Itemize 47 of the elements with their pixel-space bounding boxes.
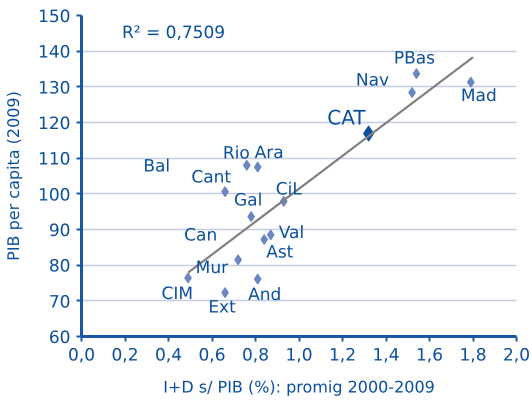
annotation: CIM (162, 284, 194, 304)
point (266, 229, 275, 240)
annotation: And (248, 285, 282, 306)
x-tick-label: 1,8 (459, 346, 487, 366)
annotation: Ast (266, 242, 294, 262)
y-tick-label: 60 (48, 328, 71, 348)
annotation: Gal (234, 190, 262, 211)
annotation: Val (278, 222, 304, 243)
annotation: Mad (460, 86, 497, 106)
annotation: Nav (356, 70, 390, 91)
y-tick-label: 110 (38, 150, 71, 170)
annotation: CAT (327, 106, 366, 130)
annotation: Mur (196, 258, 228, 278)
x-tick-label: 0,4 (154, 346, 182, 366)
x-tick-label: 1,0 (285, 346, 313, 366)
point (254, 274, 262, 285)
y-tick-label: 150 (38, 7, 71, 27)
x-tick-label: 0,0 (68, 346, 96, 366)
annotation: Ext (208, 298, 236, 318)
x-tick-label: 1,2 (328, 346, 356, 366)
y-axis-title: PIB per capita (2009) (4, 91, 24, 261)
y-tick-label: 140 (38, 42, 71, 63)
x-tick-label: 1,6 (416, 346, 444, 366)
y-tick-label: 80 (48, 256, 71, 277)
annotation: Cant (191, 168, 232, 188)
x-tick-label: 0,6 (198, 346, 226, 366)
point (242, 160, 251, 171)
x-tick-label: 2,0 (502, 346, 530, 366)
annotation: Rio (222, 143, 250, 164)
x-axis-title: I+D s/ PIB (%): promig 2000-2009 (163, 378, 435, 396)
annotation: R² = 0,7509 (122, 23, 226, 44)
y-tick-label: 70 (48, 292, 71, 312)
y-tick-label: 100 (38, 185, 71, 206)
annotation: CiL (276, 179, 302, 200)
point (254, 162, 262, 173)
point (260, 234, 268, 245)
point (466, 76, 475, 88)
y-tick-label: 130 (38, 78, 71, 98)
annotation: Can (184, 226, 218, 246)
x-tick-label: 0,8 (242, 346, 270, 366)
annotation: Ara (254, 143, 284, 164)
y-tick-label: 120 (38, 114, 71, 134)
annotation: Bal (143, 156, 170, 176)
y-tick-label: 90 (48, 221, 71, 241)
annotation: PBas (394, 48, 436, 69)
x-tick-label: 1,4 (372, 346, 400, 366)
x-tick-label: 0,2 (111, 346, 139, 366)
